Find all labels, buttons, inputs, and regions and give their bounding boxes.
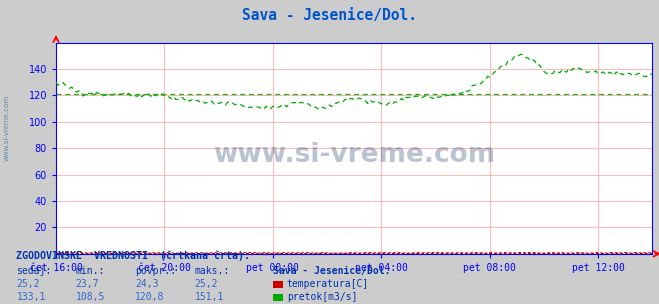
Text: 108,5: 108,5 (76, 292, 105, 302)
Text: sedaj:: sedaj: (16, 266, 51, 276)
Text: maks.:: maks.: (194, 266, 229, 276)
Text: ZGODOVINSKE  VREDNOSTI  (črtkana črta):: ZGODOVINSKE VREDNOSTI (črtkana črta): (16, 250, 250, 261)
Text: temperatura[C]: temperatura[C] (287, 279, 369, 289)
Text: 151,1: 151,1 (194, 292, 224, 302)
Text: 25,2: 25,2 (16, 279, 40, 289)
Text: Sava - Jesenice/Dol.: Sava - Jesenice/Dol. (273, 266, 391, 276)
Text: www.si-vreme.com: www.si-vreme.com (3, 95, 9, 161)
Text: www.si-vreme.com: www.si-vreme.com (213, 142, 496, 168)
Text: 120,8: 120,8 (135, 292, 165, 302)
Text: pretok[m3/s]: pretok[m3/s] (287, 292, 357, 302)
Text: Sava - Jesenice/Dol.: Sava - Jesenice/Dol. (242, 8, 417, 22)
Text: 133,1: 133,1 (16, 292, 46, 302)
Text: 24,3: 24,3 (135, 279, 159, 289)
Text: 25,2: 25,2 (194, 279, 218, 289)
Text: min.:: min.: (76, 266, 105, 276)
Text: povpr.:: povpr.: (135, 266, 176, 276)
Text: 23,7: 23,7 (76, 279, 100, 289)
